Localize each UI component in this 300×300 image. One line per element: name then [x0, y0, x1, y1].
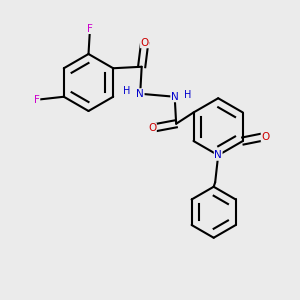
Text: N: N [171, 92, 178, 102]
Text: O: O [148, 123, 156, 133]
Text: N: N [136, 89, 144, 99]
Text: N: N [214, 150, 222, 160]
Text: O: O [261, 131, 269, 142]
Text: H: H [123, 86, 130, 96]
Text: O: O [141, 38, 149, 48]
Text: F: F [87, 23, 93, 34]
Text: H: H [184, 90, 192, 100]
Text: F: F [34, 95, 40, 105]
